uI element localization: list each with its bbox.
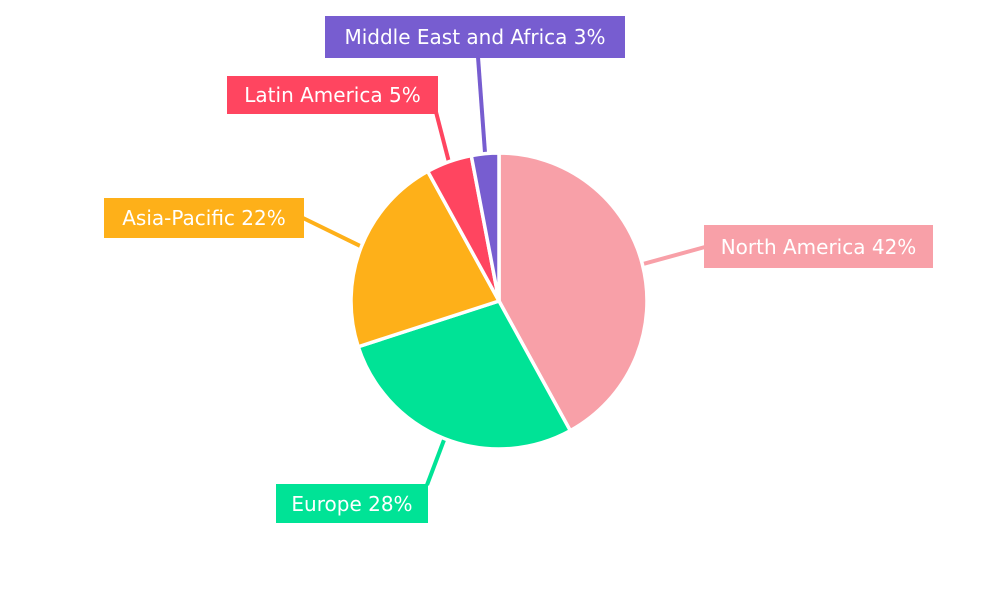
slice-label-middle-east-and-africa: Middle East and Africa 3% [325,16,625,58]
leader-line-latin-america [434,111,451,163]
pie-slice-asia-pacific[interactable] [349,169,501,349]
leader-line-middle-east-and-africa [476,56,488,154]
slice-label-europe: Europe 28% [276,484,428,523]
leader-line-asia-pacific [302,216,363,249]
slice-label-asia-pacific: Asia-Pacific 22% [104,198,304,238]
leader-line-north-america [641,245,706,267]
slice-label-north-america: North America 42% [704,225,933,268]
pie-slice-middle-east-and-africa[interactable] [469,151,501,303]
slice-label-latin-america: Latin America 5% [227,76,438,114]
pie-slice-north-america[interactable] [497,151,649,433]
pie-slice-europe[interactable] [356,299,573,451]
leader-line-europe [425,437,447,486]
